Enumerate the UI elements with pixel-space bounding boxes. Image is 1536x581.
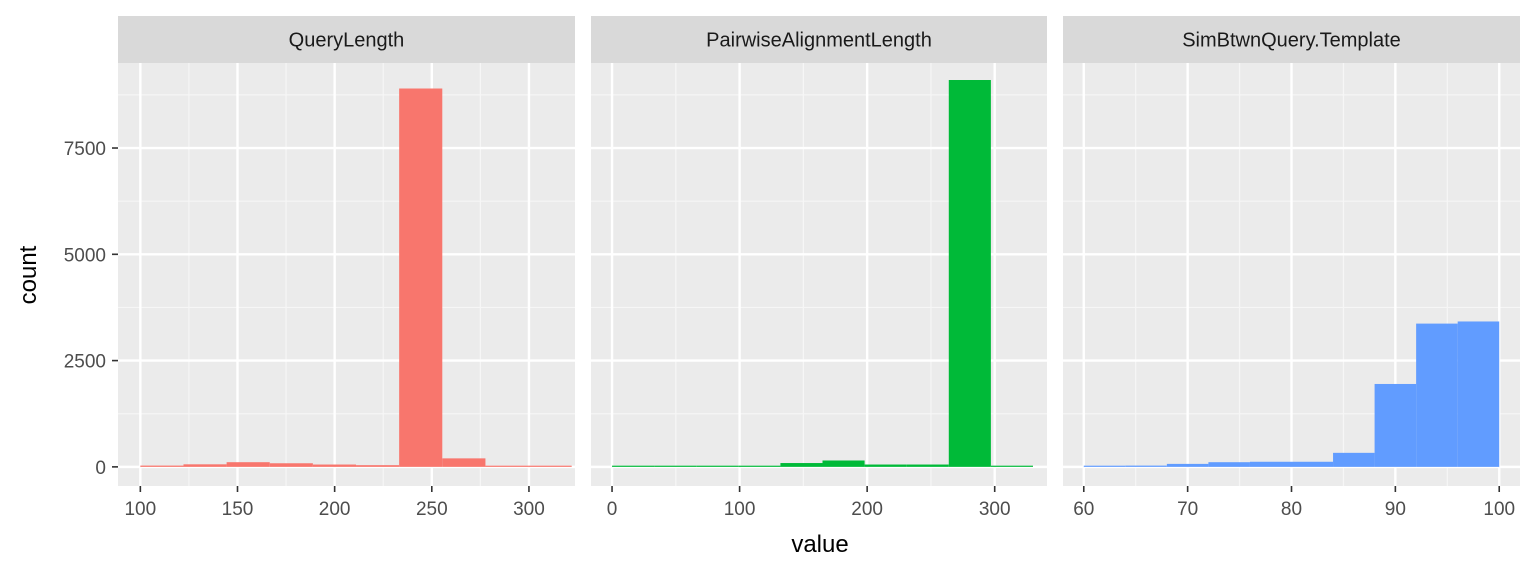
histogram-bar xyxy=(1208,462,1250,467)
histogram-bar xyxy=(1457,321,1500,467)
x-tick-label: 0 xyxy=(607,499,618,520)
histogram-bar xyxy=(1333,452,1375,467)
x-tick-label: 100 xyxy=(124,499,156,520)
x-tick-label: 300 xyxy=(979,499,1011,520)
facet-strip-label: QueryLength xyxy=(289,30,405,52)
histogram-bar xyxy=(612,465,655,467)
x-tick-label: 250 xyxy=(416,499,448,520)
facet-strip xyxy=(118,16,575,63)
histogram-bar xyxy=(864,464,907,467)
histogram-bar xyxy=(654,465,697,467)
histogram-bar xyxy=(442,458,486,467)
x-tick-label: 200 xyxy=(851,499,883,520)
facet-panel-3: SimBtwnQuery.Template 60 70 80 90 100 xyxy=(1063,16,1520,520)
histogram-bar xyxy=(226,462,270,467)
y-tick-label: 2500 xyxy=(64,352,106,373)
facet-strip xyxy=(591,16,1047,63)
histogram-bar xyxy=(906,464,949,467)
x-tick-label: 100 xyxy=(1483,499,1515,520)
histogram-bar xyxy=(696,465,739,467)
facet-strip-label: SimBtwnQuery.Template xyxy=(1182,30,1401,52)
histogram-bar xyxy=(990,465,1033,467)
histogram-bar xyxy=(312,464,357,467)
histogram-bar xyxy=(269,463,313,467)
y-axis-title: count xyxy=(15,245,42,304)
histogram-bar xyxy=(1083,465,1126,467)
histogram-bar xyxy=(1291,461,1334,467)
histogram-bar xyxy=(183,464,227,467)
histogram-bar xyxy=(356,465,400,467)
histogram-bar xyxy=(399,88,443,467)
histogram-bar xyxy=(1416,323,1458,467)
histogram-bar xyxy=(948,80,991,467)
histogram-bar xyxy=(1166,463,1209,467)
x-axis-title: value xyxy=(791,531,848,558)
x-tick-label: 100 xyxy=(724,499,756,520)
histogram-bar xyxy=(485,465,529,467)
facet-panel-1: QueryLength 100 150 200 250 300 xyxy=(118,16,575,520)
x-tick-label: 60 xyxy=(1073,499,1094,520)
y-tick-label: 5000 xyxy=(64,245,106,266)
x-tick-label: 200 xyxy=(319,499,351,520)
histogram-bar xyxy=(822,460,865,467)
x-tick-label: 80 xyxy=(1281,499,1302,520)
histogram-bar xyxy=(140,465,184,467)
x-tick-label: 300 xyxy=(513,499,545,520)
y-tick-label: 7500 xyxy=(64,139,106,160)
x-tick-label: 70 xyxy=(1177,499,1198,520)
facet-panel-2: PairwiseAlignmentLength 0 100 200 300 xyxy=(591,16,1047,520)
histogram-bar xyxy=(1374,383,1417,467)
y-tick-label: 0 xyxy=(95,458,106,479)
histogram-bar xyxy=(738,465,781,467)
histogram-bar xyxy=(780,463,823,467)
panel-background xyxy=(118,63,575,486)
facet-strip xyxy=(1063,16,1520,63)
histogram-bar xyxy=(528,465,572,467)
histogram-bar xyxy=(1125,465,1167,467)
x-tick-label: 150 xyxy=(222,499,254,520)
histogram-bar xyxy=(1249,461,1292,467)
facet-strip-label: PairwiseAlignmentLength xyxy=(706,30,932,52)
x-tick-label: 90 xyxy=(1385,499,1406,520)
